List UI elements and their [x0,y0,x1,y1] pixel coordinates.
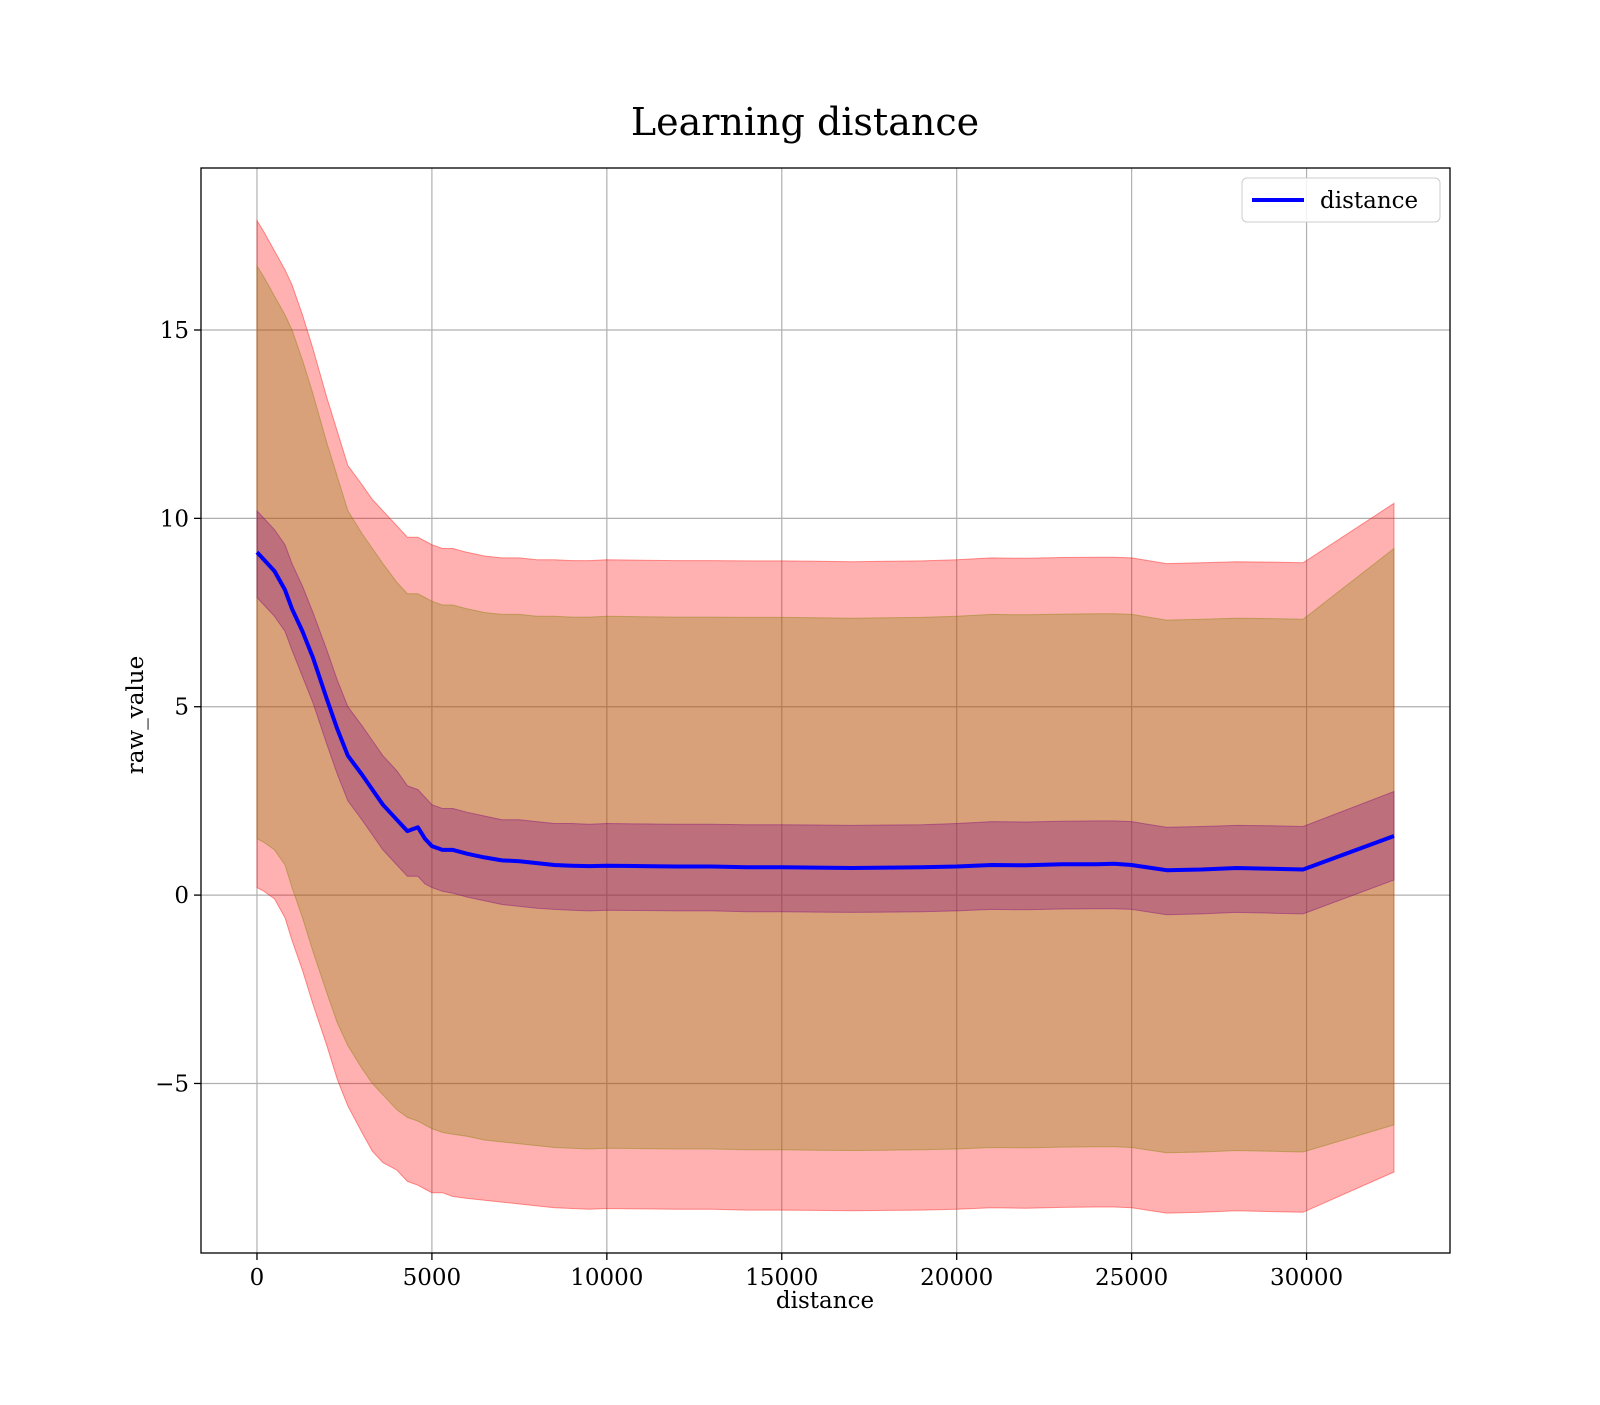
chart-title: Learning distance [630,100,980,144]
band-outer [256,218,1395,1214]
legend-box [1241,177,1441,223]
x-tick-label: 5000 [403,1265,462,1291]
x-tick-label: 20000 [920,1265,993,1291]
x-tick-label: 0 [250,1265,265,1291]
x-tick-label: 30000 [1270,1265,1343,1291]
y-tick-label: 0 [174,883,189,909]
x-tick-label: 15000 [745,1265,818,1291]
band-innermost [256,509,1395,916]
legend-entry-distance: distance [1320,188,1418,214]
y-tick-label: −5 [155,1071,189,1097]
series-line-distance [255,550,1395,873]
x-axis-label: distance [775,1288,875,1314]
y-axis-label: raw_value [123,655,149,775]
x-tick-label: 10000 [570,1265,643,1291]
band-inner [256,264,1395,1154]
y-tick-label: 10 [160,506,189,532]
axes-frame [200,167,1451,1254]
y-tick-label: 15 [160,318,189,344]
x-tick-label: 25000 [1095,1265,1168,1291]
y-tick-label: 5 [174,695,189,721]
